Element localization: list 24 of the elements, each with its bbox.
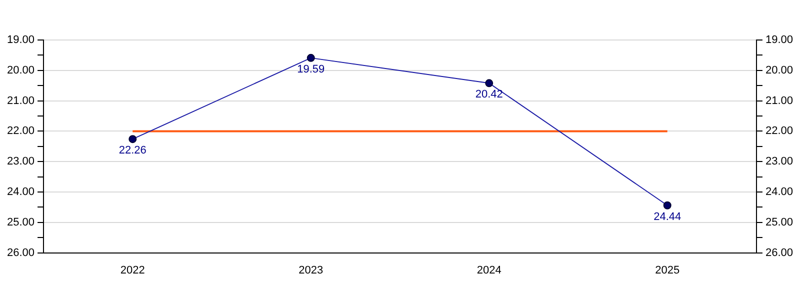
y-tick-label: 20.00	[6, 64, 35, 76]
y2-tick-label: 24.00	[765, 186, 794, 198]
data-label: 24.44	[654, 210, 682, 223]
y2-tick-label: 25.00	[765, 216, 794, 228]
y-tick-label: 25.00	[6, 216, 35, 228]
y2-tick-label: 22.00	[765, 125, 794, 138]
x-tick-label: 2025	[655, 264, 680, 276]
x-tick-label: 2023	[298, 264, 324, 276]
x-tick-label: 2022	[120, 264, 145, 276]
y2-tick-label: 26.00	[765, 246, 794, 259]
y2-tick-label: 21.00	[765, 94, 794, 107]
y-tick-label: 24.00	[6, 186, 35, 198]
y-tick-label: 26.00	[6, 246, 35, 259]
data-label: 22.26	[118, 144, 146, 157]
y-tick-label: 19.00	[6, 34, 35, 46]
y2-tick-label: 19.00	[765, 34, 794, 46]
x-tick-label: 2024	[476, 264, 502, 276]
y-tick-label: 22.00	[6, 125, 35, 138]
y2-tick-label: 23.00	[765, 156, 794, 168]
data-label: 19.59	[297, 63, 325, 76]
y2-tick-label: 20.00	[765, 64, 794, 76]
y-tick-label: 23.00	[6, 156, 35, 168]
data-label: 20.42	[475, 88, 503, 101]
y-tick-label: 21.00	[6, 94, 35, 107]
